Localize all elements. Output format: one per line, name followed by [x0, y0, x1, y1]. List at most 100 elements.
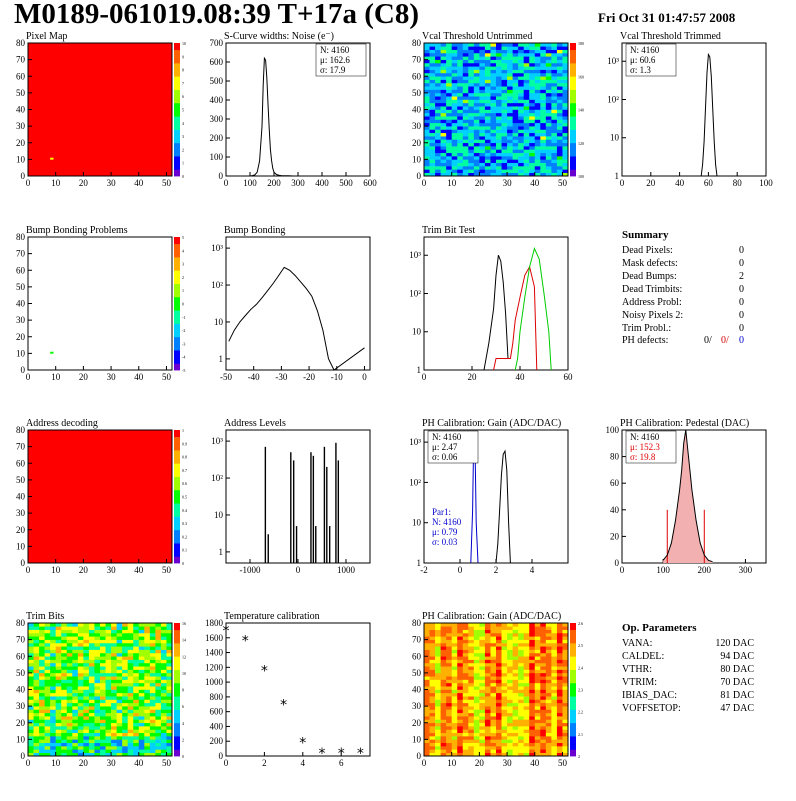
vcal-untrimmed-cell: [557, 60, 563, 64]
ph-gain-map-cell: [424, 633, 430, 637]
trim-bits-cell: [150, 633, 156, 637]
trim-bits-cell: [67, 699, 73, 703]
trim-bits-cell: [67, 690, 73, 694]
ph-gain-map-cell: [424, 663, 430, 667]
vcal-untrimmed-cell: [468, 93, 474, 97]
trim-bits-x-tick-label: 0: [26, 758, 31, 768]
ph-gain-map-cell: [524, 626, 530, 630]
trim-bits-cell: [45, 640, 51, 644]
trim-bits-z-cell: [174, 656, 180, 660]
vcal-untrimmed-cell: [474, 159, 480, 163]
trim-bits-cell: [144, 706, 150, 710]
trim-bits-cell: [155, 719, 161, 723]
trim-bits-cell: [150, 749, 156, 753]
trim-bits-cell: [144, 746, 150, 750]
vcal-untrimmed-cell: [502, 96, 508, 100]
bump-problems-z-label: -2: [182, 328, 185, 333]
ph-gain-map-cell: [485, 709, 491, 713]
ph-gain-map-cell: [557, 719, 563, 723]
ph-gain-map-cell: [496, 673, 502, 677]
ph-gain-stat: μ: 2.47: [432, 442, 458, 452]
ph-gain-map-cell: [435, 690, 441, 694]
trim-bits-cell: [155, 633, 161, 637]
vcal-untrimmed-z-cell: [570, 149, 576, 153]
temperature-point: *: [242, 634, 249, 650]
vcal-untrimmed-cell: [502, 70, 508, 74]
ph-gain-map-cell: [496, 636, 502, 640]
trim-bits-cell: [122, 680, 128, 684]
trim-bit-test-series-0: [484, 255, 508, 370]
vcal-trimmed-y-tick-label: 10³: [607, 56, 619, 66]
address-decoding-x-tick-label: 40: [134, 565, 144, 575]
vcal-untrimmed-cell: [518, 83, 524, 87]
vcal-untrimmed-cell: [540, 70, 546, 74]
vcal-untrimmed-z-cell: [570, 123, 576, 127]
ph-gain-map-cell: [529, 653, 535, 657]
trim-bits-cell: [61, 739, 67, 743]
vcal-untrimmed-cell: [441, 63, 447, 67]
trim-bits-cell: [155, 640, 161, 644]
vcal-untrimmed-cell: [529, 116, 535, 120]
vcal-untrimmed-cell: [551, 119, 557, 123]
trim-bits-cell: [39, 640, 45, 644]
ph-gain-map-cell: [463, 703, 469, 707]
vcal-untrimmed-cell: [446, 119, 452, 123]
ph-gain-y-tick-label: 10³: [409, 437, 421, 447]
vcal-untrimmed-cell: [468, 123, 474, 127]
trim-bits-cell: [144, 749, 150, 753]
vcal-untrimmed-cell: [546, 163, 552, 167]
ph-gain-map-cell: [535, 696, 541, 700]
ph-gain-map-cell: [430, 633, 436, 637]
address-levels-x-tick-label: 1000: [337, 565, 356, 575]
vcal-untrimmed-cell: [507, 43, 513, 47]
noise-stat: N: 4160: [320, 45, 350, 55]
pixel-map-z-cell: [174, 153, 180, 157]
vcal-untrimmed-cell: [463, 93, 469, 97]
vcal-untrimmed-cell: [479, 83, 485, 87]
trim-bits-cell: [56, 713, 62, 717]
ph-gain-map-cell: [551, 666, 557, 670]
trim-bits-cell: [67, 666, 73, 670]
ph-gain-map-cell: [529, 676, 535, 680]
trim-bits-cell: [50, 690, 56, 694]
trim-bits-cell: [106, 680, 112, 684]
ph-pedestal-x-tick-label: 0: [620, 565, 625, 575]
ph-gain-map-cell: [452, 633, 458, 637]
ph-gain-map-cell: [562, 663, 568, 667]
address-decoding-y-tick-label: 70: [16, 442, 26, 452]
ph-gain-map-cell: [446, 739, 452, 743]
address-decoding-z-cell: [174, 437, 180, 441]
trim-bits-cell: [100, 650, 106, 654]
vcal-untrimmed-z-cell: [570, 60, 576, 64]
trim-bits-cell: [39, 663, 45, 667]
trim-bits-cell: [34, 656, 40, 660]
vcal-untrimmed-cell: [540, 119, 546, 123]
trim-bits-cell: [106, 673, 112, 677]
ph-gain-map-cell: [562, 640, 568, 644]
address-decoding-y-tick-label: 80: [16, 425, 26, 435]
ph-gain-map-cell: [562, 656, 568, 660]
vcal-untrimmed-cell: [529, 143, 535, 147]
ph-gain-map-cell: [490, 676, 496, 680]
trim-bits-cell: [50, 623, 56, 627]
vcal-untrimmed-cell: [513, 46, 519, 50]
ph-gain-map-cell: [479, 653, 485, 657]
vcal-untrimmed-cell: [463, 110, 469, 114]
vcal-untrimmed-x-tick-label: 20: [475, 178, 485, 188]
trim-bits-cell: [89, 656, 95, 660]
trim-bits-cell: [155, 739, 161, 743]
trim-bits-cell: [94, 676, 100, 680]
vcal-untrimmed-cell: [562, 50, 568, 54]
bump-problems-z-cell: [174, 333, 180, 337]
pixel-map-z-cell: [174, 100, 180, 104]
vcal-untrimmed-cell: [551, 156, 557, 160]
trim-bits-cell: [67, 733, 73, 737]
trim-bits-cell: [83, 726, 89, 730]
ph-gain-map-cell: [446, 663, 452, 667]
vcal-untrimmed-z-cell: [570, 70, 576, 74]
trim-bits-cell: [100, 706, 106, 710]
trim-bits-cell: [50, 719, 56, 723]
vcal-untrimmed-cell: [474, 60, 480, 64]
vcal-untrimmed-cell: [446, 70, 452, 74]
ph-gain-map-cell: [490, 686, 496, 690]
